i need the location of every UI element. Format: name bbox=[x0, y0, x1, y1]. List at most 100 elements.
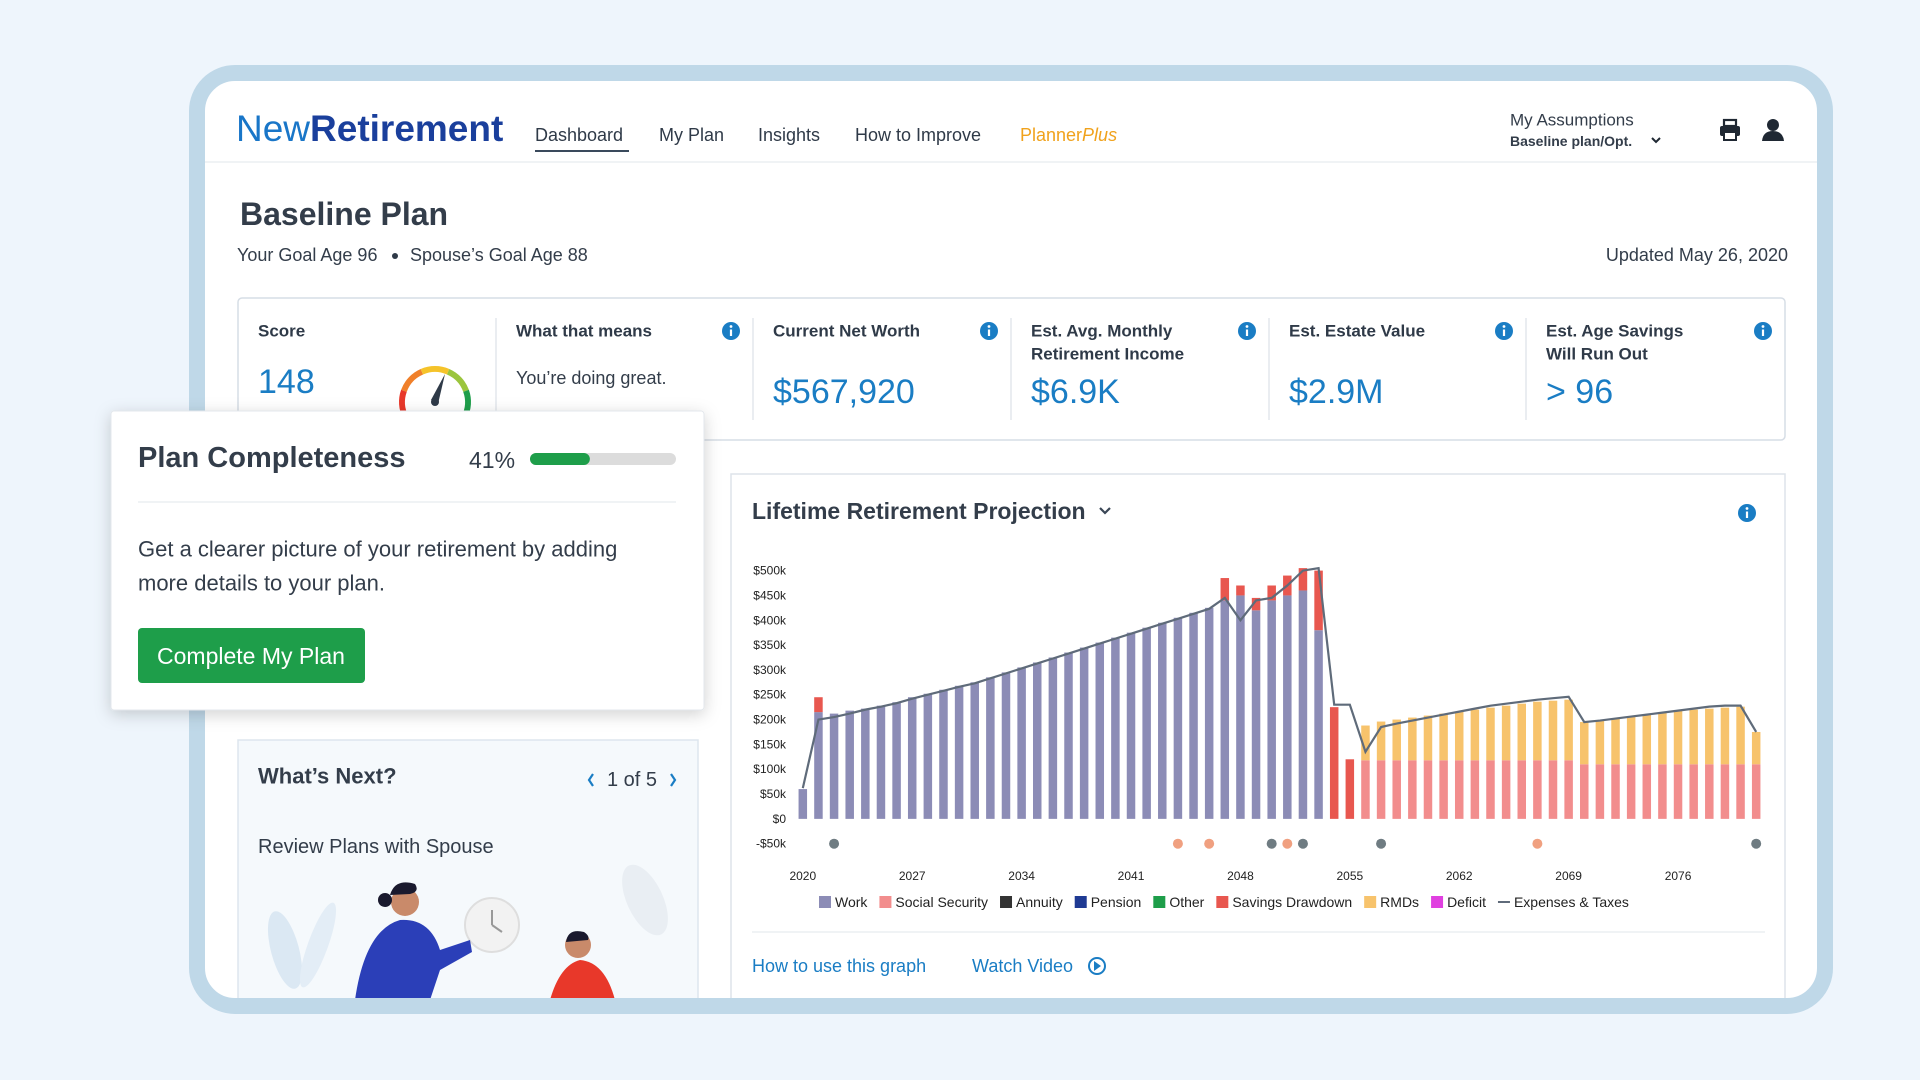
assumptions-value[interactable]: Baseline plan/Opt. bbox=[1510, 133, 1632, 149]
legend-swatch bbox=[879, 896, 892, 908]
bar-segment bbox=[1298, 590, 1308, 819]
stat-label: Est. Estate Value bbox=[1289, 322, 1425, 341]
bar-segment bbox=[1720, 707, 1730, 765]
gauge-arc bbox=[401, 368, 424, 393]
bar-segment bbox=[970, 682, 979, 819]
user-icon[interactable] bbox=[1762, 119, 1784, 141]
bar-segment bbox=[939, 689, 948, 819]
nav-link[interactable]: How to Improve bbox=[855, 125, 981, 145]
print-icon[interactable] bbox=[1720, 118, 1740, 141]
bar-segment bbox=[1705, 708, 1714, 765]
legend-swatch bbox=[1074, 896, 1087, 908]
legend-swatch bbox=[1000, 896, 1013, 908]
completeness-title: Plan Completeness bbox=[138, 442, 406, 474]
y-tick-label: $250k bbox=[753, 688, 787, 702]
chart-title[interactable]: Lifetime Retirement Projection bbox=[752, 498, 1086, 524]
stat-value: You’re doing great. bbox=[516, 368, 666, 388]
assumptions-label[interactable]: My Assumptions bbox=[1510, 111, 1634, 130]
complete-button-label[interactable]: Complete My Plan bbox=[157, 643, 345, 669]
bar-segment bbox=[1126, 632, 1136, 819]
play-icon[interactable] bbox=[1088, 957, 1106, 975]
bar-segment bbox=[1439, 760, 1448, 819]
bar-segment bbox=[861, 708, 870, 819]
dropdown-chevron[interactable] bbox=[1651, 137, 1661, 144]
bar-segment bbox=[1079, 647, 1089, 819]
user-icon-part[interactable] bbox=[1762, 131, 1784, 141]
info-icon-dot[interactable] bbox=[987, 325, 991, 328]
info-icon-dot[interactable] bbox=[1245, 325, 1249, 328]
chart: -$50k $0 $50k $100k $150k $200k $250k $300k $350… bbox=[753, 564, 1762, 910]
bar-segment bbox=[798, 789, 808, 819]
legend-label: Pension bbox=[1091, 894, 1142, 910]
bar-segment bbox=[1314, 570, 1323, 631]
bar-segment bbox=[1283, 595, 1292, 819]
chart-dropdown[interactable] bbox=[1099, 507, 1111, 515]
stat-label: Est. Avg. Monthly bbox=[1031, 322, 1173, 341]
bar-segment bbox=[1611, 764, 1620, 819]
y-tick-label: $500k bbox=[753, 564, 787, 578]
stat-value: $6.9K bbox=[1031, 373, 1120, 411]
play-icon[interactable] bbox=[1094, 961, 1101, 971]
bar-segment bbox=[1689, 764, 1698, 819]
bar-segment bbox=[1595, 764, 1605, 819]
link[interactable]: Watch Video bbox=[972, 956, 1073, 976]
gauge-hub bbox=[431, 398, 439, 406]
bar-segment bbox=[1158, 622, 1167, 819]
logo[interactable]: NewRetirement bbox=[236, 108, 503, 149]
bar-segment bbox=[1267, 585, 1276, 601]
link[interactable]: How to use this graph bbox=[752, 956, 926, 976]
user-icon-part[interactable] bbox=[1767, 119, 1779, 131]
bar-segment bbox=[1033, 662, 1042, 819]
next-arrow[interactable] bbox=[670, 773, 677, 787]
bar-segment bbox=[1470, 760, 1480, 819]
logo-part[interactable]: Retirement bbox=[310, 108, 503, 149]
info-icon-dot[interactable] bbox=[729, 325, 733, 328]
nav-link[interactable]: PlannerPlus bbox=[1020, 125, 1117, 145]
legend-label: RMDs bbox=[1380, 894, 1419, 910]
bar-segment bbox=[986, 677, 995, 819]
bar-segment bbox=[1564, 699, 1573, 761]
bar-segment bbox=[1689, 709, 1698, 765]
x-tick-label: 2020 bbox=[789, 869, 816, 883]
bar-segment bbox=[1267, 600, 1276, 819]
person bbox=[550, 960, 615, 1000]
logo-part[interactable]: New bbox=[236, 108, 310, 149]
prev-arrow[interactable] bbox=[587, 773, 594, 787]
stats: Score 148 What that means You’re doing grea… bbox=[258, 318, 1772, 420]
goal: Spouse’s Goal Age 88 bbox=[410, 245, 588, 265]
stat-label: Current Net Worth bbox=[773, 322, 920, 341]
event-dot bbox=[1532, 838, 1543, 849]
nav-link[interactable]: Dashboard bbox=[535, 125, 623, 145]
bar-segment bbox=[1392, 719, 1401, 761]
y-tick-label: $0 bbox=[773, 812, 787, 826]
bar-segment bbox=[1548, 700, 1558, 761]
person bbox=[355, 919, 472, 1000]
info-icon-dot[interactable] bbox=[1502, 325, 1506, 328]
print-icon-part[interactable] bbox=[1723, 131, 1737, 141]
goal: Your Goal Age 96 bbox=[237, 245, 377, 265]
bar-segment bbox=[1736, 706, 1745, 765]
y-tick-label: $450k bbox=[753, 588, 787, 602]
bar-segment bbox=[1454, 760, 1464, 819]
info-icon-dot[interactable] bbox=[1761, 325, 1765, 328]
bar-segment bbox=[1236, 595, 1245, 819]
nav-link-part[interactable]: Planner bbox=[1020, 125, 1082, 145]
bar-segment bbox=[1486, 760, 1495, 819]
bar-segment bbox=[1486, 707, 1495, 761]
progress-fill bbox=[530, 453, 590, 465]
nav-link[interactable]: My Plan bbox=[659, 125, 724, 145]
bar-segment bbox=[1345, 759, 1355, 819]
nav-link[interactable]: Insights bbox=[758, 125, 820, 145]
bar-segment bbox=[1423, 760, 1433, 819]
bar-segment bbox=[1642, 764, 1652, 819]
pager: 1 of 5 bbox=[607, 769, 657, 791]
bar-segment bbox=[954, 685, 964, 819]
bar-segment bbox=[1658, 764, 1667, 819]
stat-label: What that means bbox=[516, 322, 652, 341]
bar-segment bbox=[1251, 597, 1261, 611]
complete-button[interactable] bbox=[138, 628, 365, 683]
nav-link-part[interactable]: Plus bbox=[1082, 125, 1117, 145]
info-icon-dot[interactable] bbox=[1745, 507, 1749, 510]
legend-label: Savings Drawdown bbox=[1232, 894, 1352, 910]
gauge-needle bbox=[431, 374, 445, 404]
